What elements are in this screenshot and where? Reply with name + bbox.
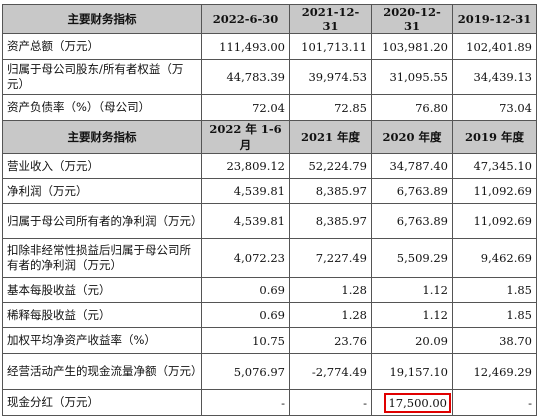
value-cell: 23,809.12 <box>201 153 290 179</box>
value-cell: 52,224.79 <box>289 153 372 179</box>
value-cell: 9,462.69 <box>452 238 537 278</box>
value-cell: 34,439.13 <box>452 59 537 95</box>
highlighted-value: 17,500.00 <box>384 392 451 413</box>
value-cell: 12,469.29 <box>452 353 537 390</box>
value-cell: 72.85 <box>289 94 372 121</box>
section1-header-col-1: 2022-6-30 <box>201 4 290 34</box>
value-cell: 1.12 <box>371 302 453 328</box>
table-row: 营业收入（万元） 23,809.12 52,224.79 34,787.40 47,34… <box>2 153 537 179</box>
table-row: 归属于母公司所有者的净利润（万元） 4,539.81 8,385.97 6,763.8… <box>2 203 537 239</box>
section1-header-label: 主要财务指标 <box>2 4 202 34</box>
row-label: 扣除非经常性损益后归属于母公司所有者的净利润（万元） <box>2 238 202 278</box>
value-cell: 111,493.00 <box>201 33 290 60</box>
value-cell: 4,539.81 <box>201 203 290 239</box>
value-cell: 38.70 <box>452 327 537 354</box>
value-cell: 7,227.49 <box>289 238 372 278</box>
row-label: 资产负债率（%）（母公司） <box>2 94 202 121</box>
value-cell: 11,092.69 <box>452 178 537 204</box>
row-label: 归属于母公司所有者的净利润（万元） <box>2 203 202 239</box>
value-cell: 47,345.10 <box>452 153 537 179</box>
row-label: 经营活动产生的现金流量净额（万元） <box>2 353 202 390</box>
value-cell: 8,385.97 <box>289 203 372 239</box>
value-cell: - <box>289 389 372 416</box>
row-label: 加权平均净资产收益率（%） <box>2 327 202 354</box>
value-cell: 103,981.20 <box>371 33 453 60</box>
row-label: 基本每股收益（元） <box>2 277 202 303</box>
section2-header-col-4: 2019 年度 <box>452 120 537 154</box>
value-cell: - <box>452 389 537 416</box>
section1-header-row: 主要财务指标 2022-6-30 2021-12-31 2020-12-31 2019-… <box>2 4 537 34</box>
section1-header-col-3: 2020-12-31 <box>371 4 453 34</box>
value-cell: 4,072.23 <box>201 238 290 278</box>
value-cell: 8,385.97 <box>289 178 372 204</box>
value-cell: 76.80 <box>371 94 453 121</box>
value-cell: 44,783.39 <box>201 59 290 95</box>
row-label: 营业收入（万元） <box>2 153 202 179</box>
table-row: 稀释每股收益（元） 0.69 1.28 1.12 1.85 <box>2 302 537 328</box>
section1-header-col-2: 2021-12-31 <box>289 4 372 34</box>
section2-header-col-2: 2021 年度 <box>289 120 372 154</box>
value-cell: 1.28 <box>289 302 372 328</box>
value-cell: 20.09 <box>371 327 453 354</box>
row-label: 归属于母公司股东/所有者权益（万元） <box>2 59 202 95</box>
value-cell: 4,539.81 <box>201 178 290 204</box>
row-label: 净利润（万元） <box>2 178 202 204</box>
value-cell: 0.69 <box>201 302 290 328</box>
section2-header-row: 主要财务指标 2022 年 1-6 月 2021 年度 2020 年度 2019 年度 <box>2 120 537 154</box>
section2-header-col-1: 2022 年 1-6 月 <box>201 120 290 154</box>
value-cell: 19,157.10 <box>371 353 453 390</box>
value-cell: 102,401.89 <box>452 33 537 60</box>
value-cell: -2,774.49 <box>289 353 372 390</box>
table-row: 加权平均净资产收益率（%） 10.75 23.76 20.09 38.70 <box>2 327 537 354</box>
value-cell: 1.28 <box>289 277 372 303</box>
row-label: 资产总额（万元） <box>2 33 202 60</box>
row-label: 现金分红（万元） <box>2 389 202 416</box>
table-row: 经营活动产生的现金流量净额（万元） 5,076.97 -2,774.49 19,157… <box>2 353 537 390</box>
table-row: 扣除非经常性损益后归属于母公司所有者的净利润（万元） 4,072.23 7,227.… <box>2 238 537 278</box>
value-cell: 6,763.89 <box>371 178 453 204</box>
value-cell: 101,713.11 <box>289 33 372 60</box>
table-body: 主要财务指标 2022-6-30 2021-12-31 2020-12-31 2019-… <box>2 4 537 416</box>
value-cell: 6,763.89 <box>371 203 453 239</box>
value-cell: 11,092.69 <box>452 203 537 239</box>
financial-indicators-table: 主要财务指标 2022-6-30 2021-12-31 2020-12-31 2019-… <box>2 4 537 416</box>
highlighted-value-cell: 17,500.00 <box>371 389 453 416</box>
table-row: 现金分红（万元） - -17,500.00- <box>2 389 537 416</box>
section1-header-col-4: 2019-12-31 <box>452 4 537 34</box>
value-cell: 1.12 <box>371 277 453 303</box>
value-cell: 5,076.97 <box>201 353 290 390</box>
table-row: 净利润（万元） 4,539.81 8,385.97 6,763.89 11,092.69 <box>2 178 537 204</box>
row-label: 稀释每股收益（元） <box>2 302 202 328</box>
value-cell: 34,787.40 <box>371 153 453 179</box>
value-cell: 73.04 <box>452 94 537 121</box>
value-cell: - <box>201 389 290 416</box>
value-cell: 1.85 <box>452 277 537 303</box>
value-cell: 5,509.29 <box>371 238 453 278</box>
value-cell: 31,095.55 <box>371 59 453 95</box>
table-row: 资产负债率（%）（母公司） 72.04 72.85 76.80 73.04 <box>2 94 537 121</box>
section2-header-label: 主要财务指标 <box>2 120 202 154</box>
value-cell: 1.85 <box>452 302 537 328</box>
value-cell: 23.76 <box>289 327 372 354</box>
table-row: 资产总额（万元） 111,493.00 101,713.11 103,981.20 10… <box>2 33 537 60</box>
value-cell: 10.75 <box>201 327 290 354</box>
section2-header-col-3: 2020 年度 <box>371 120 453 154</box>
value-cell: 72.04 <box>201 94 290 121</box>
value-cell: 0.69 <box>201 277 290 303</box>
table-row: 归属于母公司股东/所有者权益（万元） 44,783.39 39,974.53 31,0… <box>2 59 537 95</box>
value-cell: 39,974.53 <box>289 59 372 95</box>
table-row: 基本每股收益（元） 0.69 1.28 1.12 1.85 <box>2 277 537 303</box>
